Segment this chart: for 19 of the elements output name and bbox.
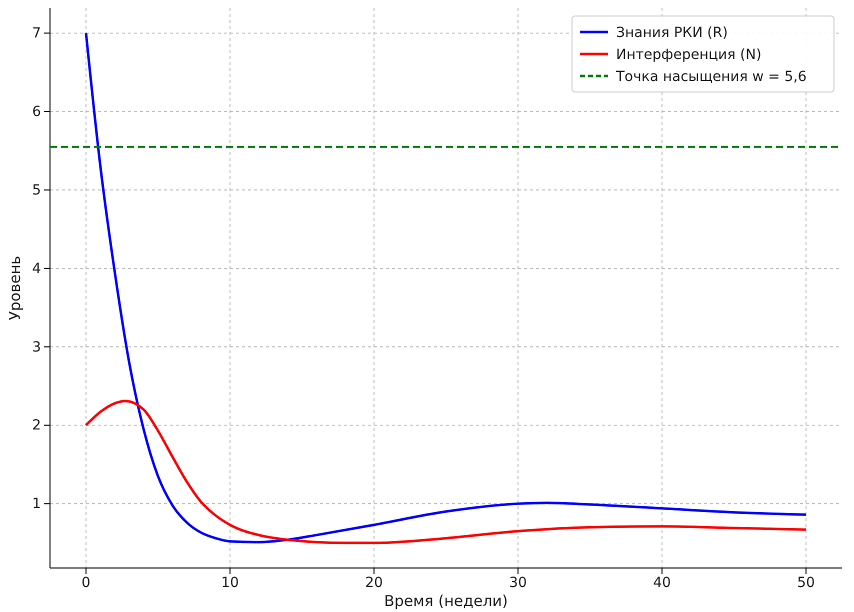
legend-label: Знания РКИ (R): [616, 25, 728, 41]
y-tick-label: 2: [32, 418, 41, 434]
line-series: [84, 400, 808, 544]
y-tick-label: 1: [32, 496, 41, 512]
y-tick-label: 4: [32, 260, 42, 277]
y-axis-title: Уровень: [6, 256, 24, 320]
x-tick-label: 10: [221, 574, 239, 591]
x-tick-label: 30: [509, 574, 527, 591]
x-tick-label: 40: [653, 574, 671, 591]
x-tick-label: 0: [82, 574, 90, 591]
y-tick-label: 6: [32, 104, 42, 120]
x-axis-title: Время (недели): [384, 592, 508, 610]
x-tick-label: 20: [365, 574, 383, 591]
legend-label: Точка насыщения w = 5,6: [615, 69, 807, 85]
y-tick-label: 3: [32, 339, 41, 356]
legend-label: Интерференция (N): [616, 47, 762, 63]
y-tick-label: 5: [32, 182, 41, 198]
x-tick-label: 50: [797, 574, 815, 591]
y-tick-label: 7: [32, 26, 41, 42]
